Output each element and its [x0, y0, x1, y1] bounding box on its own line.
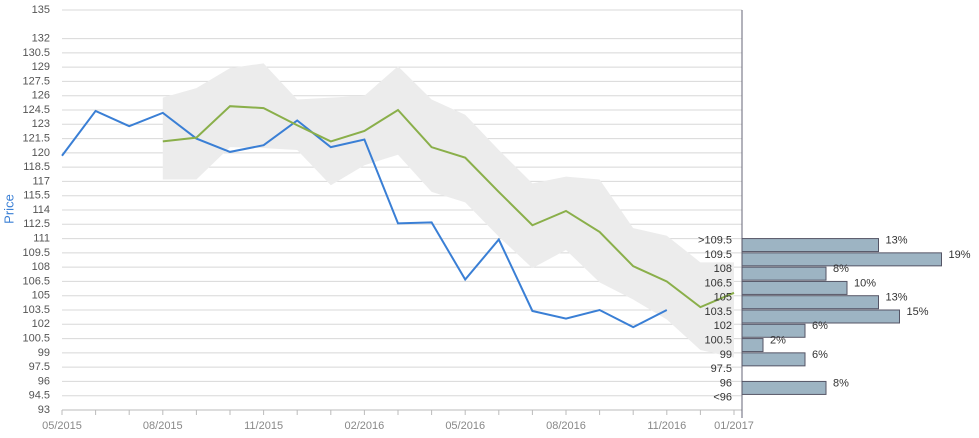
x-tick-label: 05/2015 [42, 420, 82, 432]
bin-label: 99 [720, 349, 732, 361]
y-tick-label: 129 [32, 61, 50, 73]
y-tick-label: 102 [32, 318, 50, 330]
value-label: 19% [949, 249, 971, 261]
x-tick-label: 11/2016 [647, 420, 686, 432]
bar [741, 295, 879, 310]
y-tick-label: 132 [32, 32, 50, 44]
bin-label: 96 [720, 377, 732, 389]
y-tick-label: 114 [32, 204, 50, 216]
x-tick-label: 01/2017 [714, 420, 754, 432]
x-tick-label: 08/2015 [143, 420, 183, 432]
y-tick-label: 123 [32, 118, 50, 130]
bin-label: 103.5 [704, 306, 732, 318]
bin-label: >109.5 [698, 234, 732, 246]
forecast-band [162, 63, 735, 358]
y-tick-label: 105 [32, 290, 50, 302]
x-tick-label: 11/2015 [244, 420, 283, 432]
bar [741, 352, 806, 367]
y-tick-label: 126 [32, 90, 50, 102]
value-label: 8% [833, 377, 849, 389]
bin-label: <96 [713, 392, 732, 404]
y-tick-label: 111 [33, 232, 50, 244]
x-tick-label: 02/2016 [345, 420, 385, 432]
y-tick-label: 118.5 [23, 161, 50, 173]
value-label: 8% [833, 263, 849, 275]
y-tick-label: 117 [32, 175, 50, 187]
bar [741, 338, 764, 353]
bar [741, 238, 879, 253]
bar [741, 323, 806, 338]
bar [741, 252, 942, 267]
y-tick-label: 100.5 [22, 332, 50, 344]
y-tick-label: 124.5 [22, 104, 50, 116]
bin-label: 106.5 [704, 277, 732, 289]
value-label: 15% [907, 306, 929, 318]
y-tick-label: 120 [32, 147, 50, 159]
value-label: 10% [854, 277, 876, 289]
y-tick-label: 103.5 [22, 304, 50, 316]
y-tick-label: 99 [38, 347, 50, 359]
y-tick-label: 109.5 [22, 247, 50, 259]
y-tick-label: 130.5 [22, 47, 50, 59]
bar [741, 280, 848, 295]
bin-label: 97.5 [711, 363, 732, 375]
bar [741, 309, 900, 324]
value-label: 6% [812, 349, 828, 361]
bin-label: 108 [714, 263, 732, 275]
y-tick-label: 115.5 [23, 190, 50, 202]
y-tick-label: 106.5 [22, 275, 50, 287]
y-tick-label: 135 [32, 4, 50, 16]
y-tick-label: 112.5 [23, 218, 50, 230]
bin-label: 109.5 [704, 249, 732, 261]
y-tick-label: 127.5 [22, 75, 50, 87]
y-tick-label: 93 [38, 404, 50, 416]
bin-label: 100.5 [704, 334, 732, 346]
x-tick-label: 05/2016 [445, 420, 485, 432]
x-tick-label: 08/2016 [546, 420, 586, 432]
bar [741, 380, 827, 395]
value-label: 6% [812, 320, 828, 332]
bin-label: 105 [714, 292, 732, 304]
value-label: 13% [886, 292, 908, 304]
y-tick-label: 121.5 [22, 132, 50, 144]
value-label: 13% [886, 234, 908, 246]
y-tick-label: 94.5 [29, 390, 50, 402]
price-line [162, 105, 735, 309]
y-tick-label: 108 [32, 261, 50, 273]
y-tick-label: 96 [38, 375, 50, 387]
price-line [61, 109, 668, 329]
y-tick-label: 97.5 [29, 361, 50, 373]
bar [741, 266, 827, 281]
y-axis-title: Price [1, 194, 16, 224]
bin-label: 102 [714, 320, 732, 332]
value-label: 2% [770, 334, 786, 346]
